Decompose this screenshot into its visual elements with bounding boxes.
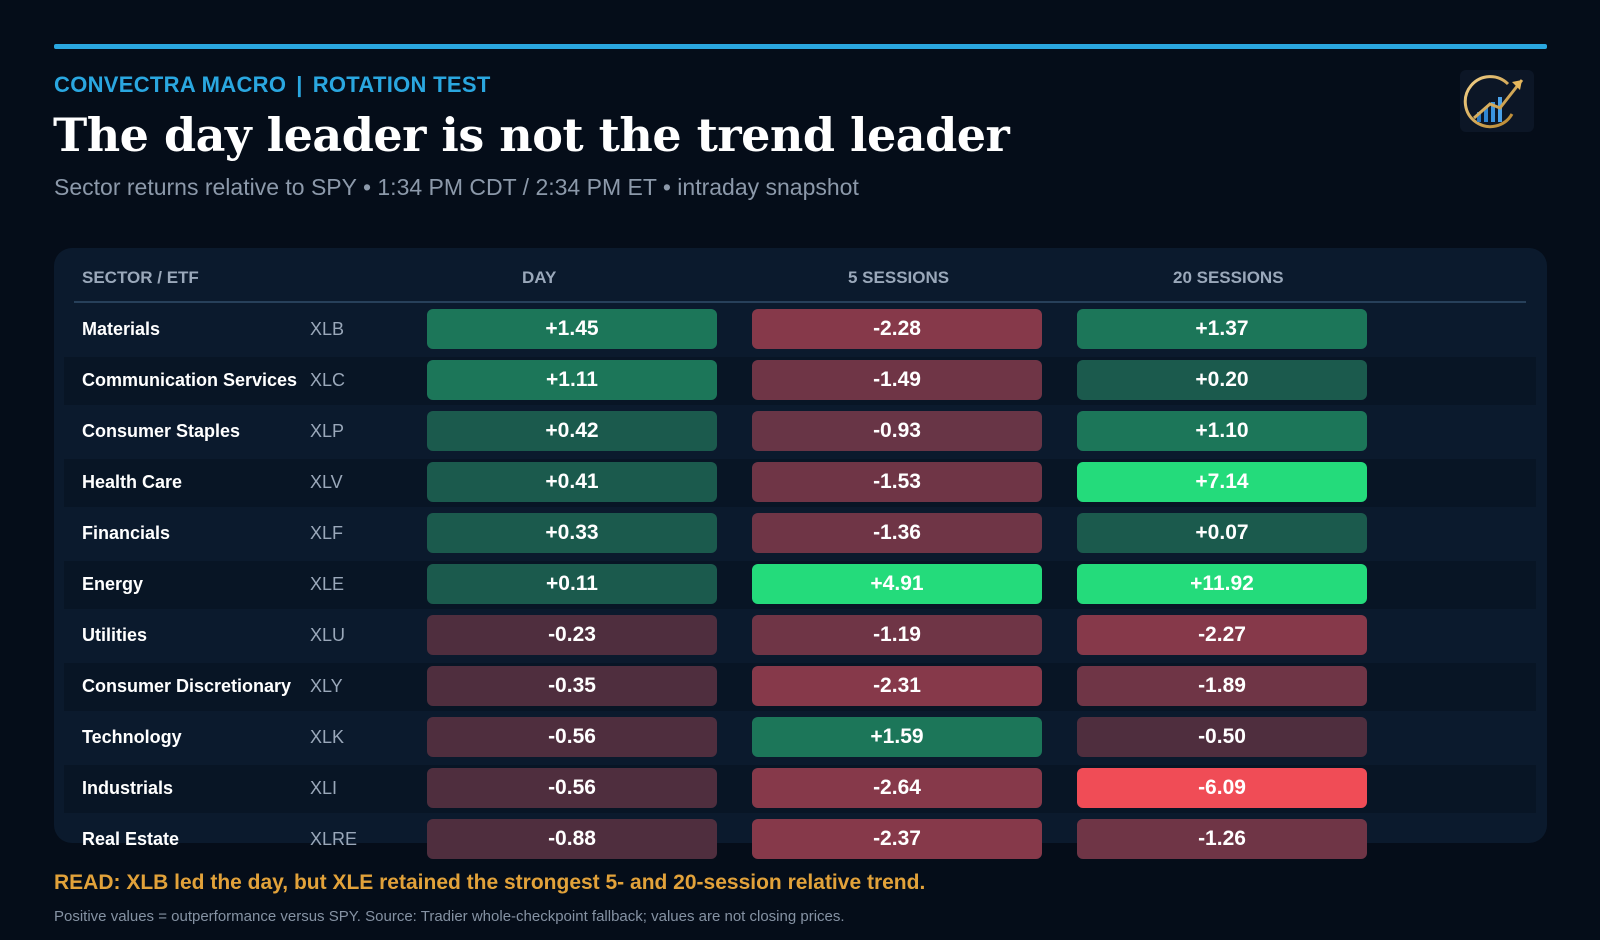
- etf-ticker: XLY: [310, 676, 343, 696]
- sector-name: Real Estate: [82, 829, 180, 849]
- etf-ticker: XLRE: [310, 829, 358, 849]
- sector-name: Consumer Discretionary: [82, 676, 292, 696]
- table-row: Technology XLK -0.56 +1.59 -0.50: [64, 714, 1536, 762]
- return-cell-20-sessions: -0.50: [1077, 717, 1367, 757]
- return-cell-5-sessions: +1.59: [752, 717, 1042, 757]
- table-row: Materials XLB +1.45 -2.28 +1.37: [64, 306, 1536, 354]
- return-cell-20-sessions: -6.09: [1077, 768, 1367, 808]
- sector-name: Financials: [82, 523, 171, 543]
- table-row: Real Estate XLRE -0.88 -2.37 -1.26: [64, 816, 1536, 864]
- section-label: ROTATION TEST: [312, 72, 491, 97]
- page-title: The day leader is not the trend leader: [53, 108, 1010, 162]
- table-row: Consumer Discretionary XLY -0.35 -2.31 -1.89: [64, 663, 1536, 711]
- return-cell-5-sessions: -1.49: [752, 360, 1042, 400]
- sector-name: Health Care: [82, 472, 183, 492]
- kicker-separator: |: [296, 72, 303, 97]
- table-row: Financials XLF +0.33 -1.36 +0.07: [64, 510, 1536, 558]
- return-cell-20-sessions: -1.89: [1077, 666, 1367, 706]
- table-row: Industrials XLI -0.56 -2.64 -6.09: [64, 765, 1536, 813]
- header-divider: [74, 301, 1526, 303]
- return-cell-5-sessions: -2.64: [752, 768, 1042, 808]
- return-cell-5-sessions: -1.36: [752, 513, 1042, 553]
- column-header-20-sessions: 20 SESSIONS: [1173, 268, 1284, 287]
- sector-name: Technology: [82, 727, 182, 747]
- etf-ticker: XLI: [310, 778, 338, 798]
- return-cell-5-sessions: -2.37: [752, 819, 1042, 859]
- sector-name: Communication Services: [82, 370, 298, 390]
- return-cell-day: +0.11: [427, 564, 717, 604]
- brand-label: CONVECTRA MACRO: [54, 72, 287, 97]
- return-cell-20-sessions: +0.07: [1077, 513, 1367, 553]
- sector-name: Materials: [82, 319, 161, 339]
- column-header-sector: SECTOR / ETF: [82, 268, 199, 287]
- return-cell-day: +0.42: [427, 411, 717, 451]
- table-row: Communication Services XLC +1.11 -1.49 +0.20: [64, 357, 1536, 405]
- read-takeaway: READ: XLB led the day, but XLE retained …: [54, 871, 926, 894]
- return-cell-day: -0.88: [427, 819, 717, 859]
- return-cell-day: -0.56: [427, 717, 717, 757]
- etf-ticker: XLP: [310, 421, 345, 441]
- return-cell-20-sessions: +0.20: [1077, 360, 1367, 400]
- etf-ticker: XLK: [310, 727, 345, 747]
- sector-name: Energy: [82, 574, 144, 594]
- table-row: Consumer Staples XLP +0.42 -0.93 +1.10: [64, 408, 1536, 456]
- return-cell-20-sessions: -1.26: [1077, 819, 1367, 859]
- return-cell-day: +0.41: [427, 462, 717, 502]
- return-cell-20-sessions: +1.37: [1077, 309, 1367, 349]
- table-row: Utilities XLU -0.23 -1.19 -2.27: [64, 612, 1536, 660]
- sector-name: Consumer Staples: [82, 421, 241, 441]
- return-cell-day: -0.56: [427, 768, 717, 808]
- table-row: Health Care XLV +0.41 -1.53 +7.14: [64, 459, 1536, 507]
- page-subtitle: Sector returns relative to SPY • 1:34 PM…: [54, 174, 859, 200]
- table-row: Energy XLE +0.11 +4.91 +11.92: [64, 561, 1536, 609]
- return-cell-day: +0.33: [427, 513, 717, 553]
- etf-ticker: XLV: [310, 472, 343, 492]
- column-header-5-sessions: 5 SESSIONS: [848, 268, 950, 287]
- accent-bar: [54, 44, 1547, 49]
- sector-name: Utilities: [82, 625, 148, 645]
- header-kicker: CONVECTRA MACRO | ROTATION TEST: [54, 72, 491, 98]
- source-footnote: Positive values = outperformance versus …: [54, 908, 845, 925]
- etf-ticker: XLF: [310, 523, 344, 543]
- return-cell-day: -0.23: [427, 615, 717, 655]
- return-cell-20-sessions: +1.10: [1077, 411, 1367, 451]
- return-cell-5-sessions: +4.91: [752, 564, 1042, 604]
- etf-ticker: XLB: [310, 319, 345, 339]
- return-cell-5-sessions: -2.31: [752, 666, 1042, 706]
- return-cell-day: -0.35: [427, 666, 717, 706]
- return-cell-20-sessions: +11.92: [1077, 564, 1367, 604]
- return-cell-5-sessions: -0.93: [752, 411, 1042, 451]
- return-cell-5-sessions: -1.53: [752, 462, 1042, 502]
- etf-ticker: XLC: [310, 370, 346, 390]
- etf-ticker: XLU: [310, 625, 346, 645]
- return-cell-20-sessions: +7.14: [1077, 462, 1367, 502]
- return-cell-5-sessions: -2.28: [752, 309, 1042, 349]
- sector-name: Industrials: [82, 778, 174, 798]
- return-cell-5-sessions: -1.19: [752, 615, 1042, 655]
- column-header-day: DAY: [522, 268, 557, 287]
- rising-chart-arrow-logo: [1460, 70, 1534, 132]
- return-cell-day: +1.45: [427, 309, 717, 349]
- return-cell-day: +1.11: [427, 360, 717, 400]
- return-cell-20-sessions: -2.27: [1077, 615, 1367, 655]
- etf-ticker: XLE: [310, 574, 345, 594]
